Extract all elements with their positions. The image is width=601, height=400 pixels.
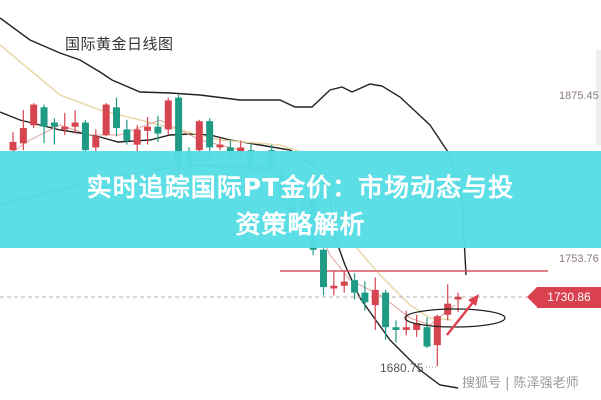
candle [340, 270, 348, 293]
candle [71, 110, 79, 134]
price-label-high: 1875.45 [559, 90, 599, 102]
candle-body [19, 128, 27, 144]
candle-body [154, 126, 162, 134]
candle-body [92, 136, 100, 148]
low-price-label: 1680.75 [380, 361, 424, 375]
candle [402, 310, 410, 336]
candle-body [81, 122, 89, 151]
candle [330, 270, 338, 296]
price-axis-panel [596, 50, 601, 145]
candle [50, 118, 58, 145]
candle-body [9, 141, 17, 151]
candle [433, 314, 441, 367]
banner-title-line1: 实时追踪国际PT金价：市场动态与投 [86, 173, 515, 202]
candle-body [216, 144, 224, 148]
candle-body [351, 280, 359, 293]
candle-body [175, 97, 183, 166]
candle-body [40, 107, 48, 127]
candle-body [433, 316, 441, 346]
candle-body [195, 121, 203, 151]
up-arrow-icon [446, 294, 479, 336]
candle-body [30, 104, 38, 126]
current-price-tag: 1730.86 [527, 287, 601, 308]
candle-body [340, 281, 348, 286]
candle [444, 284, 452, 321]
price-label-resistance: 1753.76 [559, 253, 599, 265]
banner-title-line2: 资策略解析 [235, 210, 366, 239]
candle-body [133, 129, 141, 145]
candle [61, 112, 69, 135]
candle [123, 119, 131, 145]
candle [19, 110, 27, 151]
candle [371, 277, 379, 330]
candle-body [423, 327, 431, 347]
candle [351, 273, 359, 300]
candle [195, 119, 203, 155]
candle [9, 132, 17, 155]
candle [30, 103, 38, 129]
candle [216, 137, 224, 151]
candle-body [123, 129, 131, 141]
candle [382, 289, 390, 340]
candle [413, 314, 421, 337]
candle [154, 115, 162, 142]
candle-body [61, 126, 69, 130]
candle-body [402, 327, 410, 330]
candle-body [206, 121, 214, 148]
candle [40, 104, 48, 144]
candle-body [330, 285, 338, 289]
candle-body [361, 292, 369, 303]
candle-body [413, 323, 421, 330]
candle [361, 281, 369, 311]
candle-body [371, 289, 379, 306]
candle [144, 116, 152, 145]
candle-body [50, 122, 58, 127]
candle [113, 97, 120, 137]
candle-body [113, 107, 120, 129]
candle-body [320, 249, 327, 288]
title-banner: 实时追踪国际PT金价：市场动态与投 资策略解析 [0, 151, 601, 248]
middle-band-line [0, 111, 459, 389]
candle [423, 317, 431, 348]
candle-body [454, 296, 462, 300]
candle-body [237, 147, 245, 152]
candle-body [164, 100, 172, 130]
candle-body [226, 147, 234, 152]
candle-body [102, 104, 110, 135]
upper-band-line [0, 17, 467, 276]
watermark: 搜狐号 | 陈泽强老师 [462, 376, 579, 391]
candle [392, 320, 400, 343]
candle-body [392, 327, 400, 330]
candle [102, 103, 110, 137]
candle [164, 97, 172, 135]
candle-body [144, 126, 152, 131]
candle [320, 248, 327, 296]
support-ellipse [404, 308, 506, 328]
candle [133, 125, 141, 155]
candle-body [382, 292, 390, 328]
candle-body [71, 122, 79, 127]
chart-title: 国际黄金日线图 [65, 35, 174, 53]
